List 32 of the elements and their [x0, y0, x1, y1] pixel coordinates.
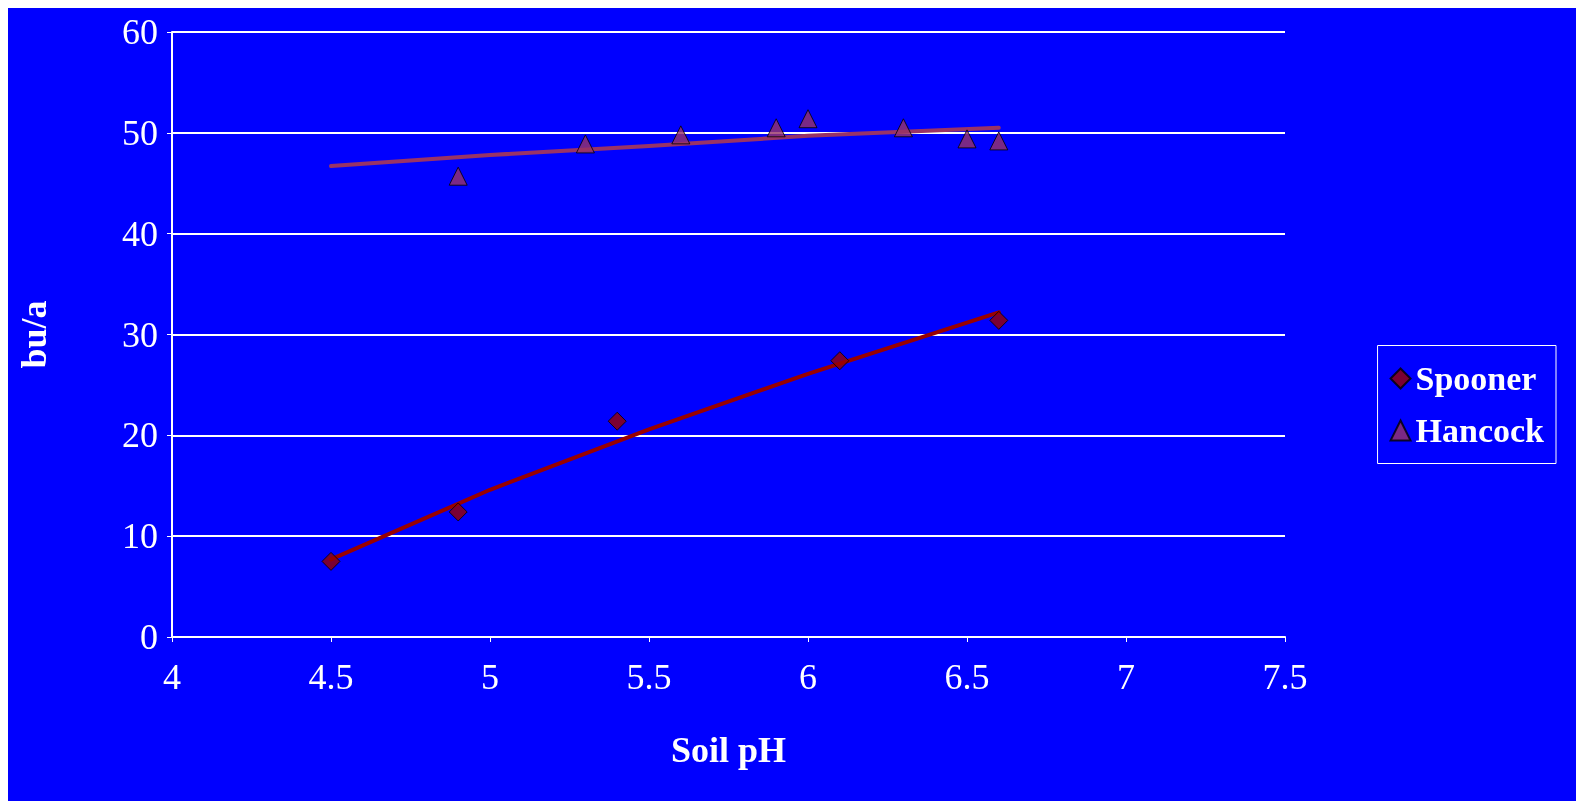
y-tick-label: 20 — [122, 415, 158, 456]
point — [957, 129, 977, 149]
x-axis-title: Soil pH — [670, 730, 787, 770]
point — [989, 310, 1009, 330]
point — [607, 411, 627, 431]
point — [671, 125, 691, 145]
y-axis-title: bu/a — [14, 300, 54, 369]
y-tick-label: 0 — [140, 617, 158, 657]
x-tick-label: 7.5 — [1262, 657, 1308, 697]
y-tick-label: 10 — [122, 516, 158, 557]
y-tick-label: 40 — [122, 213, 158, 254]
point — [766, 118, 786, 138]
legend-label: Hancock — [1415, 412, 1545, 449]
point — [575, 134, 595, 154]
x-tick-label: 6.5 — [944, 657, 990, 697]
point — [448, 502, 468, 522]
point — [321, 551, 341, 571]
x-tick-label: 4 — [163, 657, 181, 697]
x-tick-label: 5.5 — [626, 657, 672, 697]
x-tick-label: 7 — [1117, 657, 1135, 697]
point — [989, 131, 1009, 151]
point — [448, 166, 468, 186]
x-tick-label: 6 — [799, 657, 817, 697]
y-tick-label: 50 — [122, 112, 158, 153]
legend-label: Spooner — [1415, 360, 1537, 397]
point — [893, 118, 913, 138]
x-tick-label: 4.5 — [308, 657, 354, 697]
x-tick-label: 5 — [481, 657, 499, 697]
y-tick-label: 60 — [122, 12, 158, 52]
y-tick-label: 30 — [122, 314, 158, 355]
point — [798, 109, 818, 129]
point — [830, 351, 850, 371]
